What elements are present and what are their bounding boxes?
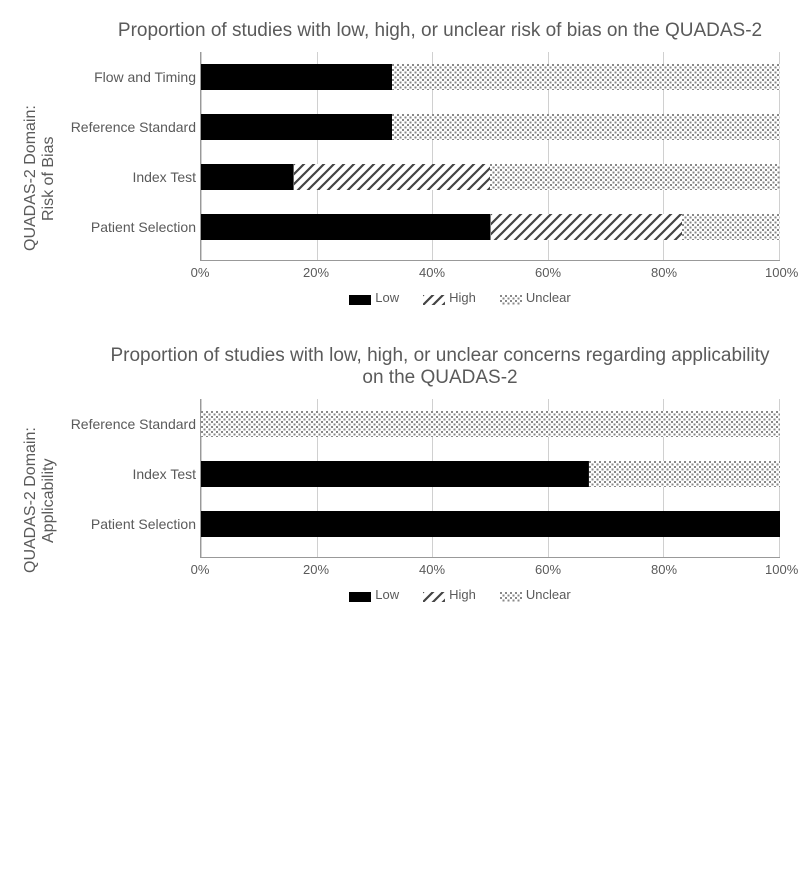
chart1-y-label: QUADAS-2 Domain: Risk of Bias <box>20 52 60 305</box>
bar-segment <box>201 64 392 90</box>
bar-row: Patient Selection <box>201 499 780 549</box>
x-tick-label: 60% <box>533 562 563 577</box>
chart1-x-ticks: 0%20%40%60%80%100% <box>200 265 780 280</box>
bar-row: Patient Selection <box>201 202 780 252</box>
bar-row: Flow and Timing <box>201 52 780 102</box>
legend-item: Unclear <box>500 290 571 305</box>
legend-swatch <box>500 293 522 303</box>
x-tick-label: 100% <box>765 562 795 577</box>
legend-label: Unclear <box>526 290 571 305</box>
bar-row: Reference Standard <box>201 399 780 449</box>
bar-segment <box>201 411 780 437</box>
category-label: Index Test <box>56 466 202 482</box>
bar-segment <box>201 511 780 537</box>
category-label: Patient Selection <box>56 219 202 235</box>
bar-track <box>201 461 780 487</box>
legend-swatch <box>423 293 445 303</box>
x-tick-label: 100% <box>765 265 795 280</box>
category-label: Patient Selection <box>56 516 202 532</box>
bar-track <box>201 511 780 537</box>
chart2-legend: Low High Unclear <box>140 587 780 602</box>
legend-item: Unclear <box>500 587 571 602</box>
bar-segment <box>201 114 392 140</box>
legend-swatch <box>349 293 371 303</box>
x-tick-label: 0% <box>185 265 215 280</box>
x-tick-label: 80% <box>649 562 679 577</box>
bar-segment <box>682 214 780 240</box>
bar-segment <box>392 114 780 140</box>
bar-track <box>201 214 780 240</box>
legend-item: High <box>423 290 476 305</box>
x-tick-label: 0% <box>185 562 215 577</box>
bar-segment <box>201 461 589 487</box>
bar-row: Index Test <box>201 152 780 202</box>
legend-swatch <box>423 590 445 600</box>
chart1-plot: Flow and TimingReference StandardIndex T… <box>200 52 780 261</box>
x-tick-label: 20% <box>301 562 331 577</box>
x-tick-label: 80% <box>649 265 679 280</box>
category-label: Flow and Timing <box>56 69 202 85</box>
bar-segment <box>392 64 780 90</box>
legend-label: Unclear <box>526 587 571 602</box>
legend-item: Low <box>349 290 399 305</box>
chart2-x-ticks: 0%20%40%60%80%100% <box>200 562 780 577</box>
chart2-title: Proportion of studies with low, high, or… <box>100 345 780 389</box>
legend-item: High <box>423 587 476 602</box>
legend-swatch <box>500 590 522 600</box>
chart2-y-label: QUADAS-2 Domain: Applicability <box>20 399 60 602</box>
bar-track <box>201 64 780 90</box>
bar-track <box>201 164 780 190</box>
chart2-plot: Reference StandardIndex TestPatient Sele… <box>200 399 780 558</box>
bar-track <box>201 411 780 437</box>
bar-row: Index Test <box>201 449 780 499</box>
x-tick-label: 40% <box>417 562 447 577</box>
category-label: Index Test <box>56 169 202 185</box>
chart1-legend: Low High Unclear <box>140 290 780 305</box>
category-label: Reference Standard <box>56 416 202 432</box>
bar-row: Reference Standard <box>201 102 780 152</box>
x-tick-label: 40% <box>417 265 447 280</box>
bar-segment <box>589 461 780 487</box>
legend-label: Low <box>375 290 399 305</box>
x-tick-label: 20% <box>301 265 331 280</box>
legend-item: Low <box>349 587 399 602</box>
category-label: Reference Standard <box>56 119 202 135</box>
bar-segment <box>294 164 491 190</box>
legend-label: High <box>449 290 476 305</box>
legend-swatch <box>349 590 371 600</box>
bar-segment <box>201 164 294 190</box>
bar-segment <box>201 214 491 240</box>
applicability-chart: Proportion of studies with low, high, or… <box>20 345 780 602</box>
legend-label: High <box>449 587 476 602</box>
chart1-title: Proportion of studies with low, high, or… <box>100 20 780 42</box>
bar-segment <box>490 164 780 190</box>
legend-label: Low <box>375 587 399 602</box>
risk-of-bias-chart: Proportion of studies with low, high, or… <box>20 20 780 305</box>
bar-track <box>201 114 780 140</box>
x-tick-label: 60% <box>533 265 563 280</box>
bar-segment <box>491 214 682 240</box>
